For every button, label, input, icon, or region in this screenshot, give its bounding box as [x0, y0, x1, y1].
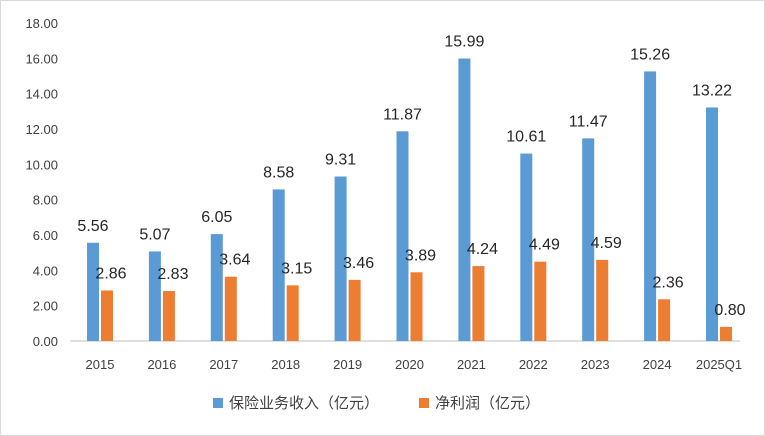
x-tick-label: 2025Q1 — [696, 357, 742, 372]
y-tick-label: 6.00 — [33, 228, 58, 243]
legend-label: 净利润（亿元） — [435, 394, 540, 412]
net-profit-label: 3.64 — [219, 252, 250, 269]
net-profit-label: 2.86 — [95, 265, 126, 282]
legend-swatch — [213, 398, 223, 408]
premium-income-bar — [396, 131, 409, 341]
y-tick-label: 0.00 — [33, 334, 58, 349]
premium-income-label: 15.26 — [630, 46, 670, 63]
premium-income-label: 9.31 — [325, 152, 356, 169]
premium-income-label: 11.87 — [383, 106, 422, 123]
x-tick-label: 2022 — [519, 357, 548, 372]
x-tick-label: 2018 — [271, 357, 300, 372]
net-profit-label: 3.46 — [343, 255, 374, 272]
net-profit-bar — [101, 290, 113, 341]
net-profit-label: 4.59 — [591, 235, 622, 252]
y-tick-label: 16.00 — [25, 51, 58, 66]
x-tick-label: 2020 — [395, 357, 424, 372]
x-tick-label: 2019 — [333, 357, 362, 372]
premium-income-bar — [272, 189, 285, 341]
net-profit-bar — [472, 266, 485, 341]
x-axis: 2015 2016 2017 2018 2019 2020 2021 2022 2023 2024… — [86, 357, 743, 372]
legend: 保险业务收入（亿元） 净利润（亿元） — [213, 394, 540, 412]
premium-income-bar — [148, 251, 161, 341]
x-tick-label: 2024 — [643, 357, 672, 372]
legend-swatch — [419, 398, 429, 408]
bars — [87, 58, 732, 342]
y-tick-label: 12.00 — [25, 122, 58, 137]
legend-label: 保险业务收入（亿元） — [229, 394, 379, 412]
x-tick-label: 2017 — [209, 357, 238, 372]
premium-income-bar — [644, 71, 657, 341]
premium-income-label: 13.22 — [692, 82, 732, 99]
premium-income-label: 11.47 — [569, 113, 608, 130]
data-labels: 5.56 5.07 6.05 8.58 9.31 11.87 15.99 10.61 11.47… — [77, 34, 745, 319]
y-tick-label: 10.00 — [25, 157, 58, 172]
net-profit-bar — [286, 285, 299, 341]
y-tick-label: 2.00 — [33, 299, 58, 314]
x-tick-label: 2023 — [581, 357, 610, 372]
premium-income-bar — [210, 234, 223, 341]
net-profit-label: 4.24 — [467, 241, 498, 258]
x-tick-label: 2016 — [147, 357, 176, 372]
y-tick-label: 18.00 — [25, 16, 58, 31]
premium-income-bar — [582, 138, 595, 341]
net-profit-bar — [596, 259, 609, 341]
net-profit-bar — [410, 272, 423, 341]
y-tick-label: 4.00 — [33, 263, 58, 278]
net-profit-label: 4.49 — [529, 237, 560, 254]
net-profit-bar — [348, 279, 361, 341]
y-axis: 0.00 2.00 4.00 6.00 8.00 10.00 12.00 14.00 16.00… — [25, 16, 58, 349]
premium-income-label: 15.99 — [444, 34, 484, 51]
net-profit-label: 3.15 — [281, 260, 312, 277]
x-tick-label: 2021 — [457, 357, 486, 372]
net-profit-bar — [162, 291, 175, 341]
premium-income-bar — [706, 107, 718, 342]
premium-income-label: 5.56 — [77, 218, 108, 235]
net-profit-bar — [720, 326, 732, 341]
premium-income-label: 10.61 — [506, 129, 546, 146]
net-profit-bar — [224, 276, 237, 341]
premium-income-label: 6.05 — [201, 209, 232, 226]
x-tick-label: 2015 — [86, 357, 115, 372]
net-profit-bar — [658, 299, 671, 341]
premium-income-label: 8.58 — [263, 164, 294, 181]
premium-income-bar — [87, 242, 99, 341]
net-profit-label: 0.80 — [714, 302, 745, 319]
net-profit-label: 2.83 — [157, 266, 188, 283]
net-profit-label: 2.36 — [653, 274, 684, 291]
premium-income-label: 5.07 — [139, 226, 170, 243]
y-tick-label: 8.00 — [33, 193, 58, 208]
premium-income-bar — [334, 176, 347, 341]
premium-income-bar — [458, 58, 471, 341]
premium-income-bar — [520, 153, 533, 341]
net-profit-label: 3.89 — [405, 247, 436, 264]
net-profit-bar — [534, 261, 547, 341]
y-tick-label: 14.00 — [25, 87, 58, 102]
